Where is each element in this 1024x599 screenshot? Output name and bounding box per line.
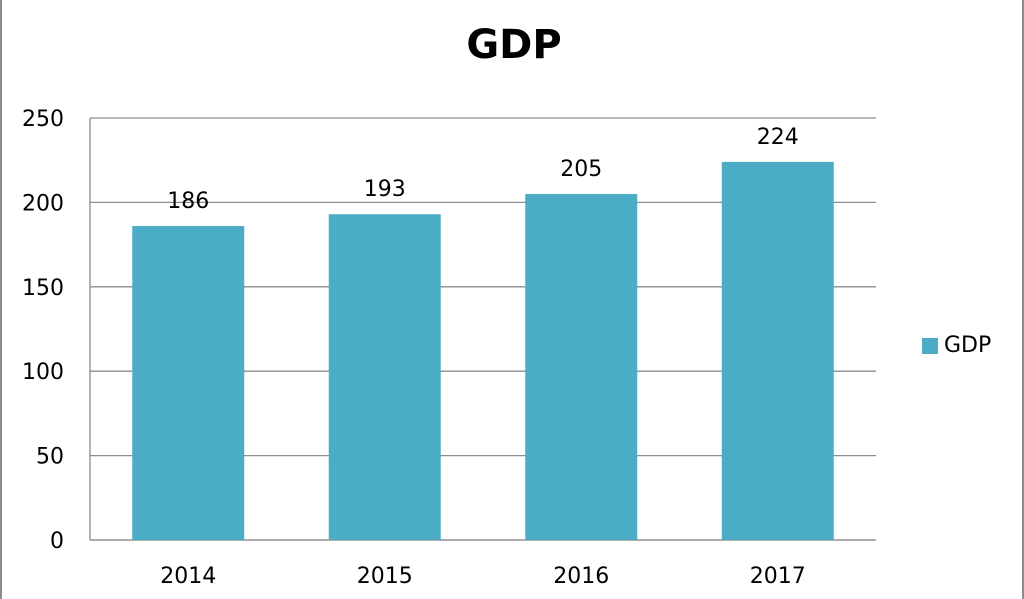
bar-2014	[132, 226, 245, 541]
data-label-2014: 186	[167, 189, 209, 214]
x-tick-label-2017: 2017	[750, 564, 806, 589]
data-label-2015: 193	[364, 177, 406, 202]
data-label-2016: 205	[560, 157, 602, 182]
labels: 0 50 100 150 200 250 186 2014 193 2015 205 2016 224 2…	[22, 107, 806, 589]
x-tick-label-2014: 2014	[160, 564, 216, 589]
y-tick-label: 150	[22, 276, 64, 301]
bar-2015	[328, 214, 441, 540]
bar-2017	[721, 161, 834, 540]
legend-swatch-gdp	[922, 337, 938, 354]
data-label-2017: 224	[757, 125, 799, 150]
legend: GDP	[922, 333, 991, 358]
x-tick-label-2016: 2016	[553, 564, 609, 589]
y-tick-label: 100	[22, 360, 64, 385]
y-tick-label: 50	[36, 445, 64, 470]
bar-2016	[525, 193, 638, 540]
y-tick-label: 0	[50, 529, 64, 554]
bars	[132, 161, 834, 541]
y-tick-label: 200	[22, 191, 64, 216]
chart-title: GDP	[466, 22, 562, 68]
legend-label-gdp: GDP	[944, 333, 992, 358]
x-tick-label-2015: 2015	[357, 564, 413, 589]
y-tick-label: 250	[22, 107, 64, 132]
